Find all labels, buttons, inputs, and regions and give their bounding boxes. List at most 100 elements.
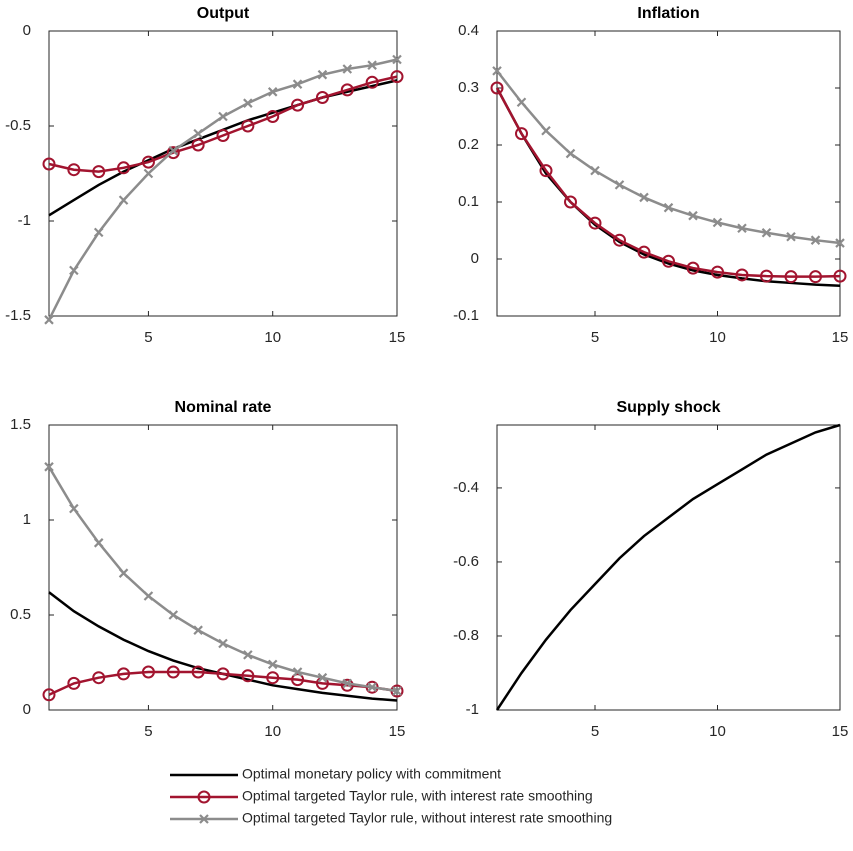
marker — [168, 145, 179, 156]
marker — [711, 265, 724, 279]
series-line — [496, 70, 841, 245]
x-tick-label: 5 — [591, 723, 599, 740]
marker — [809, 270, 822, 284]
marker — [92, 671, 106, 685]
marker — [118, 568, 129, 578]
marker — [141, 665, 155, 679]
y-tick-label: -1.5 — [5, 307, 31, 324]
axes-box — [496, 424, 841, 711]
marker — [42, 688, 56, 702]
marker — [218, 638, 228, 649]
y-tick-label: -1 — [18, 212, 31, 229]
legend-label: Optimal targeted Taylor rule, with inter… — [242, 788, 593, 804]
marker — [686, 261, 700, 275]
series-line — [47, 58, 398, 321]
marker — [67, 676, 81, 690]
marker — [761, 228, 772, 238]
x-tick-label: 10 — [264, 329, 281, 346]
marker — [69, 503, 79, 514]
marker — [267, 87, 278, 97]
marker — [166, 146, 180, 160]
marker — [241, 669, 255, 683]
marker — [266, 671, 280, 685]
marker — [193, 128, 203, 139]
marker — [241, 119, 255, 133]
marker — [168, 610, 179, 620]
y-tick-label: 0 — [23, 22, 31, 39]
marker — [541, 125, 551, 136]
y-tick-label: 0.2 — [458, 136, 479, 153]
panel-title: Inflation — [637, 5, 699, 22]
marker — [588, 216, 602, 230]
marker — [117, 161, 131, 175]
marker — [218, 111, 228, 122]
x-tick-label: 15 — [832, 329, 849, 346]
marker — [44, 462, 54, 472]
marker — [292, 667, 303, 677]
y-tick-label: 1.5 — [10, 416, 31, 433]
marker — [390, 70, 404, 84]
marker — [833, 269, 847, 283]
marker — [760, 269, 773, 283]
marker — [613, 233, 626, 247]
marker — [737, 223, 747, 233]
marker — [143, 591, 154, 601]
legend-marker — [199, 814, 209, 824]
y-tick-label: 0 — [471, 250, 479, 267]
marker — [564, 195, 577, 209]
marker — [267, 659, 278, 670]
marker — [292, 79, 303, 89]
marker — [492, 66, 502, 76]
marker — [93, 227, 104, 238]
y-tick-label: 0.4 — [458, 22, 479, 39]
marker — [539, 164, 553, 178]
marker — [166, 665, 180, 679]
series-line — [48, 75, 398, 173]
marker — [317, 672, 328, 683]
y-tick-label: 1 — [23, 511, 31, 528]
marker — [315, 91, 329, 104]
marker — [317, 69, 328, 80]
y-tick-label: -0.1 — [453, 307, 479, 324]
marker — [92, 165, 106, 179]
marker — [614, 180, 625, 190]
panel-title: Nominal rate — [175, 399, 272, 416]
marker — [118, 195, 129, 205]
marker — [216, 129, 230, 142]
x-tick-label: 15 — [389, 329, 406, 346]
marker — [143, 168, 154, 179]
marker — [243, 98, 253, 108]
marker — [565, 148, 576, 159]
marker — [662, 254, 675, 268]
series-line — [495, 423, 841, 711]
marker — [663, 202, 674, 213]
x-tick-label: 10 — [709, 329, 726, 346]
y-tick-label: -1 — [466, 701, 479, 718]
marker — [367, 682, 377, 692]
marker — [735, 268, 749, 282]
y-tick-label: 0.5 — [10, 606, 31, 623]
series-line — [48, 670, 398, 696]
series-line — [495, 87, 841, 278]
legend-marker — [197, 790, 211, 804]
marker — [490, 81, 504, 95]
x-tick-label: 15 — [832, 723, 849, 740]
marker — [590, 165, 600, 176]
marker — [688, 210, 698, 221]
y-tick-label: -0.8 — [453, 627, 479, 644]
marker — [69, 265, 79, 276]
axes-box — [48, 30, 398, 317]
y-tick-label: 0.1 — [458, 193, 479, 210]
marker — [44, 315, 54, 325]
marker — [291, 98, 305, 112]
x-tick-label: 5 — [591, 329, 599, 346]
axes-box — [48, 424, 398, 711]
marker — [639, 192, 649, 203]
marker — [712, 217, 723, 228]
marker — [342, 64, 353, 74]
x-tick-label: 15 — [389, 723, 406, 740]
marker — [784, 270, 798, 284]
legend-box — [165, 760, 755, 832]
y-tick-label: 0.3 — [458, 79, 479, 96]
